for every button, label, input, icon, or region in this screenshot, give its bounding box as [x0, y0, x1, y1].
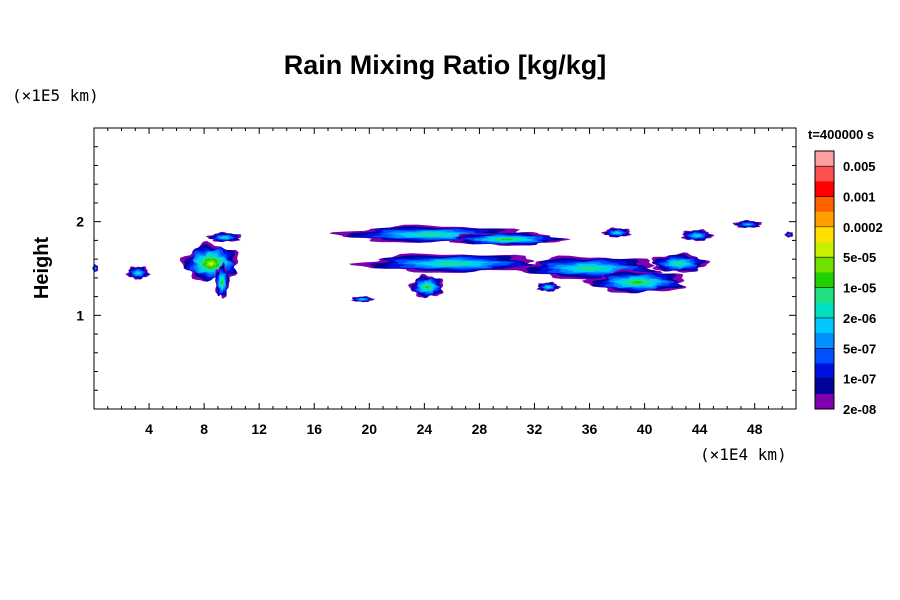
contour-level	[788, 234, 791, 236]
x-tick-label: 48	[747, 421, 763, 437]
colorbar-swatch	[815, 393, 834, 410]
colorbar-label: 5e-07	[843, 341, 876, 356]
contour-level	[500, 238, 514, 241]
x-tick-label: 36	[582, 421, 598, 437]
colorbar-label: 0.001	[843, 190, 876, 205]
colorbar-swatch	[815, 242, 834, 258]
rain-field	[92, 219, 794, 303]
colorbar-swatch	[815, 348, 834, 364]
colorbar-swatch	[815, 363, 834, 379]
rain-cell	[215, 262, 230, 299]
x-tick-label: 4	[145, 421, 153, 437]
colorbar: 0.005 0.001 0.0002 5e-05 1e-05 2e-06 5e-07 1e-0…	[814, 150, 883, 417]
contour-level	[614, 232, 620, 234]
x-axis-unit: (×1E4 km)	[700, 445, 787, 464]
contour-level	[745, 223, 751, 226]
colorbar-swatch	[815, 272, 834, 288]
contour-level	[136, 272, 140, 275]
contour-level	[439, 262, 465, 265]
rain-cell	[601, 227, 632, 238]
rain-cell	[351, 296, 375, 303]
contour-level	[425, 285, 430, 289]
rain-cell	[784, 231, 794, 238]
contour-level	[546, 286, 550, 288]
rain-cell	[206, 231, 242, 242]
colorbar-label: 0.005	[843, 159, 876, 174]
contour-level	[675, 262, 683, 265]
x-tick-label: 20	[362, 421, 378, 437]
rain-cell	[349, 253, 550, 273]
colorbar-label: 1e-07	[843, 372, 876, 387]
colorbar-swatch	[815, 181, 834, 197]
rain-cell	[408, 273, 444, 299]
colorbar-swatch	[815, 287, 834, 304]
colorbar-swatch	[815, 317, 834, 334]
colorbar-swatch	[815, 333, 834, 349]
x-tick-label: 28	[472, 421, 488, 437]
x-tick-label: 8	[200, 421, 208, 437]
x-tick-label: 16	[306, 421, 322, 437]
colorbar-label: 1e-05	[843, 281, 876, 296]
contour-level	[631, 281, 644, 284]
contour-level	[419, 233, 443, 236]
x-tick-label: 24	[417, 421, 433, 437]
colorbar-swatch	[815, 211, 834, 228]
contour-level	[360, 298, 365, 300]
contour-level	[94, 267, 96, 270]
colorbar-swatch	[815, 151, 834, 167]
rain-cell	[125, 266, 151, 280]
contour-level	[580, 266, 599, 270]
x-tick-label: 32	[527, 421, 543, 437]
rain-cell	[581, 269, 687, 294]
contour-level	[694, 234, 700, 237]
colorbar-swatch	[815, 196, 834, 213]
y-axis-unit: (×1E5 km)	[12, 86, 99, 105]
contour-level	[222, 236, 228, 239]
colorbar-swatch	[815, 302, 834, 319]
colorbar-swatch	[815, 257, 834, 273]
rain-cell	[651, 252, 711, 273]
colorbar-swatch	[815, 378, 834, 395]
y-axis-label: Height	[31, 237, 53, 300]
colorbar-label: 2e-08	[843, 402, 876, 417]
contour-level	[221, 280, 223, 285]
x-tick-label: 44	[692, 421, 708, 437]
y-tick-label: 1	[76, 307, 84, 323]
plot-frame	[93, 127, 797, 410]
x-tick-label: 12	[251, 421, 267, 437]
colorbar-label: 2e-06	[843, 311, 876, 326]
rain-cell	[448, 231, 571, 246]
rain-cell	[92, 264, 99, 273]
colorbar-label: 5e-05	[843, 250, 876, 265]
rain-cell	[680, 229, 715, 242]
rain-cell	[536, 281, 561, 292]
colorbar-swatch	[815, 226, 834, 243]
x-tick-label: 40	[637, 421, 653, 437]
colorbar-swatch	[815, 166, 834, 182]
y-tick-label: 2	[76, 214, 84, 230]
contour-level	[208, 261, 214, 266]
rain-cell	[180, 240, 239, 282]
time-label: t=400000 s	[808, 127, 874, 142]
chart-title: Rain Mixing Ratio [kg/kg]	[284, 50, 607, 80]
colorbar-label: 0.0002	[843, 220, 883, 235]
rain-cell	[732, 219, 763, 228]
